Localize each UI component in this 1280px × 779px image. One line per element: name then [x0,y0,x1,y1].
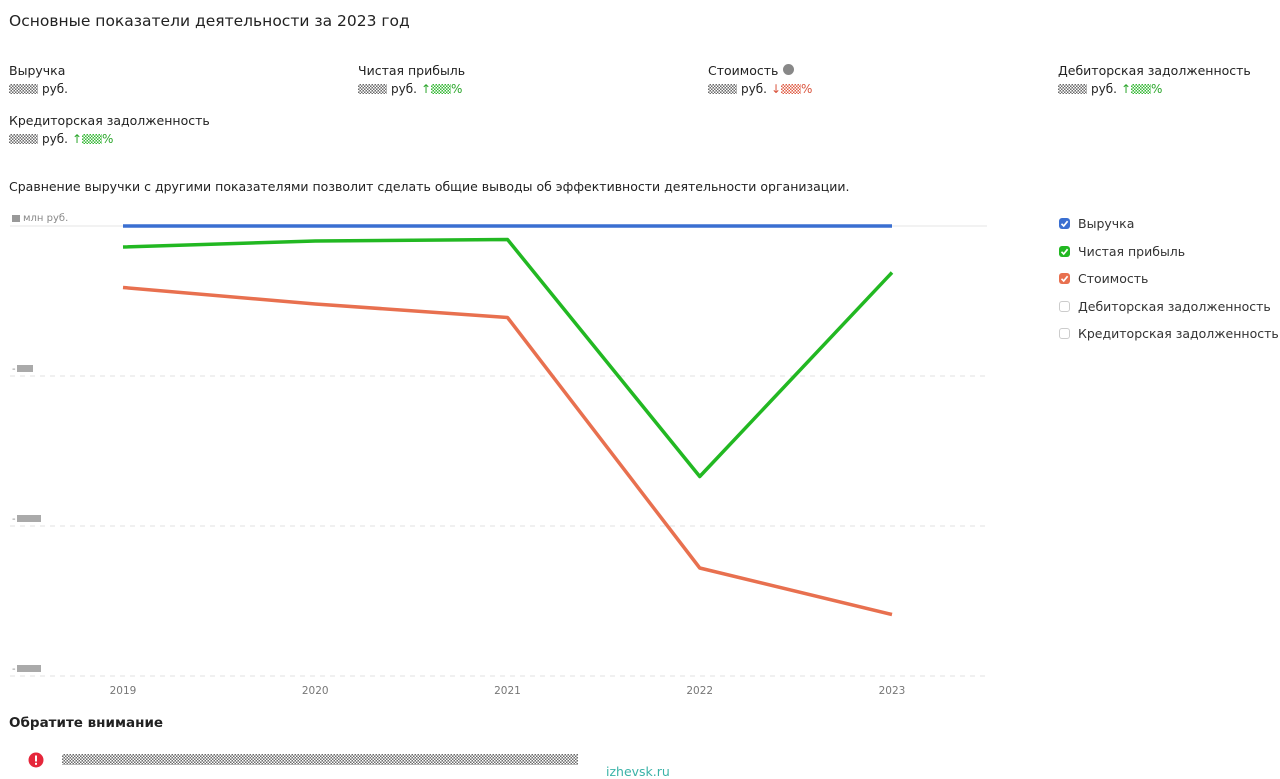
kpi-percent: % [451,82,463,96]
page-title: Основные показатели деятельности за 2023… [9,12,410,30]
series-line [122,237,894,479]
kpi: Выручка руб. [9,63,68,96]
masked-percent [781,84,801,94]
legend-label: Чистая прибыль [1078,243,1186,259]
x-tick-label: 2021 [494,685,521,697]
kpi-trend: ↑ [1120,82,1131,96]
kpi-label-text: Кредиторская задолженность [9,113,210,128]
masked-value [9,84,38,94]
masked-tick [12,215,20,222]
masked-value [1058,84,1087,94]
notice-title: Обратите внимание [9,715,164,731]
description: Сравнение выручки с другими показателями… [9,179,850,194]
kpi-trend: ↓ [770,82,781,96]
watermark: izhevsk.ru [606,764,670,779]
chart: млн руб. - - - 2019 2020 2021 2022 2023 [10,213,987,697]
kpi-unit: руб. [42,82,68,96]
legend-label: Стоимость [1078,271,1149,286]
legend-item[interactable]: Чистая прибыль [1059,244,1185,259]
x-tick-label: 2023 [879,685,906,697]
legend-label: Кредиторская задолженность [1078,326,1279,341]
legend-label: Дебиторская задолженность [1078,298,1271,314]
kpi-label: Стоимость [708,63,812,78]
tick-minus: - [12,664,16,675]
kpi-unit: руб. [741,82,767,96]
legend-item[interactable]: Кредиторская задолженность [1059,326,1279,341]
kpi-label: Выручка [9,63,68,78]
masked-value [358,84,387,94]
kpi-label: Дебиторская задолженность [1058,63,1251,78]
kpi-value: руб. ↑% [358,82,465,96]
kpi-value: руб. ↑% [1058,82,1251,96]
kpi-label: Чистая прибыль [358,63,465,78]
legend-item[interactable]: Стоимость [1059,271,1148,286]
masked-tick [17,515,41,522]
masked-value [9,134,38,144]
masked-percent [431,84,451,94]
kpi-unit: руб. [42,132,68,146]
kpi-value: руб. ↑% [9,132,210,146]
tick-minus: - [12,364,16,375]
legend-item[interactable]: Выручка [1059,216,1134,231]
legend-checkbox[interactable] [1059,273,1070,284]
legend-checkbox[interactable] [1059,245,1070,257]
masked-percent [82,134,102,144]
kpi-unit: руб. [1091,82,1117,96]
kpi-trend: ↑ [420,82,431,96]
kpi-value: руб. ↓% [708,82,812,96]
kpi-label-text: Выручка [9,63,66,78]
masked-tick [17,365,33,372]
tick-minus: - [12,514,16,525]
series-line [122,285,893,617]
kpi-percent: % [1151,82,1163,96]
kpi-label: Кредиторская задолженность [9,113,210,128]
legend-label: Выручка [1078,216,1135,231]
check [1060,275,1069,283]
masked-percent [1131,84,1151,94]
kpi-value: руб. [9,82,68,96]
check [1060,220,1069,228]
x-tick-label: 2020 [302,685,329,697]
kpi-label-text: Дебиторская задолженность [1058,63,1251,78]
alert-icon [28,752,44,768]
check [1060,248,1069,255]
kpi: Кредиторская задолженность руб. ↑% [9,113,210,146]
kpi: Дебиторская задолженность руб. ↑% [1058,63,1251,96]
help-icon[interactable] [783,64,795,75]
kpi: Чистая прибыль руб. ↑% [358,63,465,96]
legend-checkbox[interactable] [1059,300,1070,312]
kpi-trend: ↑ [71,132,82,146]
kpi-unit: руб. [391,82,417,96]
y-unit: млн руб. [23,213,68,224]
kpi: Стоимость руб. ↓% [708,63,812,96]
x-tick-label: 2019 [110,685,137,697]
kpi-label-text: Стоимость [708,63,779,78]
legend-checkbox[interactable] [1059,218,1070,229]
masked-value [708,84,737,94]
kpi-percent: % [102,132,114,146]
legend-checkbox[interactable] [1059,328,1070,339]
kpi-percent: % [801,82,813,96]
masked-text [62,754,578,765]
kpi-label-text: Чистая прибыль [358,63,466,78]
legend-item[interactable]: Дебиторская задолженность [1059,299,1271,314]
x-tick-label: 2022 [686,685,713,697]
masked-tick [17,665,41,672]
